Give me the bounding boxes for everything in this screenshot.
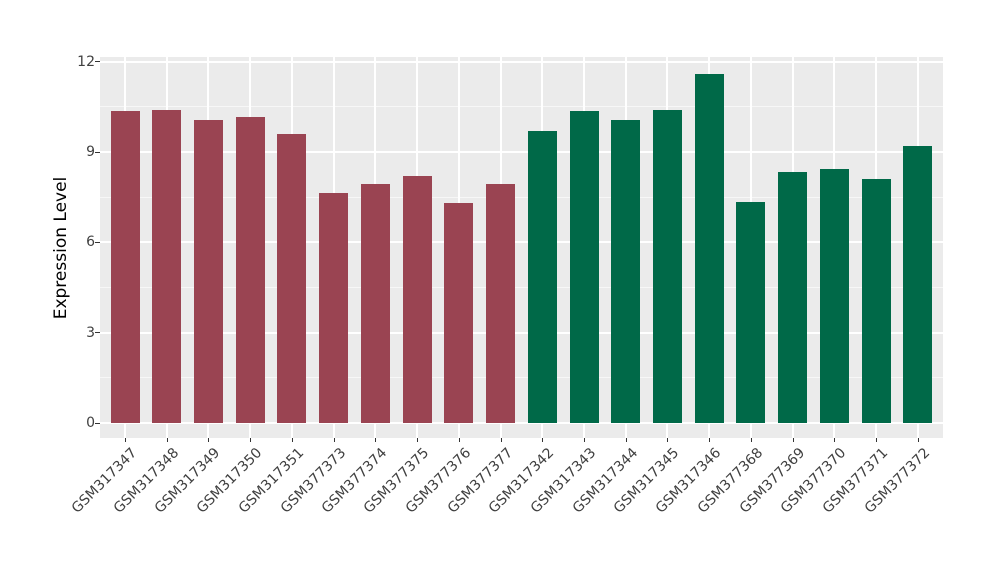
bar-GSM317351 [277, 134, 307, 423]
gridline-minor-y-4.5 [100, 287, 943, 289]
bar-GSM377368 [736, 201, 766, 423]
bar-GSM377376 [444, 203, 474, 423]
gridline-major-y-6 [100, 241, 943, 244]
x-tick-mark-GSM377376 [458, 438, 460, 442]
bar-GSM317344 [611, 120, 641, 423]
y-tick-label-9: 9 [86, 144, 95, 161]
gridline-major-y-9 [100, 151, 943, 154]
bar-GSM377373 [319, 192, 349, 423]
bar-GSM317350 [235, 117, 265, 423]
x-tick-mark-GSM377373 [333, 438, 335, 442]
bar-GSM377375 [402, 176, 432, 423]
y-tick-mark-12 [95, 61, 100, 63]
bar-GSM377369 [778, 171, 808, 423]
x-tick-mark-GSM317348 [166, 438, 168, 442]
x-tick-mark-GSM317347 [125, 438, 126, 442]
x-tick-mark-GSM317343 [584, 438, 586, 442]
y-tick-label-3: 3 [86, 324, 95, 341]
gridline-major-y-12 [100, 60, 943, 63]
x-tick-mark-GSM317350 [250, 438, 252, 442]
bar-GSM377372 [903, 146, 933, 423]
y-tick-mark-6 [95, 241, 100, 243]
x-tick-mark-GSM317351 [291, 438, 293, 442]
y-tick-mark-3 [95, 332, 100, 334]
gridline-major-y-0 [100, 422, 943, 424]
bar-GSM317348 [152, 109, 182, 423]
bar-GSM317347 [110, 111, 140, 423]
bar-GSM377371 [861, 179, 891, 423]
x-tick-mark-GSM377372 [917, 438, 919, 442]
x-tick-mark-GSM317346 [709, 438, 711, 442]
plot-panel [100, 57, 943, 438]
bar-GSM377374 [360, 183, 390, 423]
y-tick-label-0: 0 [86, 415, 95, 431]
x-tick-mark-GSM377370 [834, 438, 836, 442]
bar-GSM317349 [193, 120, 223, 423]
bar-GSM317345 [652, 109, 682, 423]
x-tick-mark-GSM377375 [417, 438, 419, 442]
y-tick-label-6: 6 [86, 234, 95, 251]
x-tick-mark-GSM317349 [208, 438, 210, 442]
x-tick-mark-GSM377369 [792, 438, 794, 442]
bar-GSM317342 [527, 131, 557, 423]
x-tick-mark-GSM317342 [542, 438, 544, 442]
bar-GSM317346 [694, 73, 724, 423]
gridline-minor-y-1.5 [100, 377, 943, 379]
gridline-minor-y-10.5 [100, 106, 943, 108]
y-tick-label-12: 12 [77, 53, 95, 70]
x-tick-mark-GSM317345 [667, 438, 669, 442]
x-tick-mark-GSM317344 [625, 438, 627, 442]
y-tick-mark-9 [95, 151, 100, 153]
x-tick-mark-GSM377377 [500, 438, 502, 442]
bar-GSM377370 [819, 168, 849, 423]
x-tick-mark-GSM377368 [750, 438, 752, 442]
x-tick-mark-GSM377371 [876, 438, 878, 442]
gridline-major-y-3 [100, 331, 943, 334]
bar-GSM377377 [486, 183, 516, 423]
bar-GSM317343 [569, 111, 599, 423]
x-tick-mark-GSM377374 [375, 438, 377, 442]
y-tick-mark-0 [95, 422, 100, 424]
gridline-minor-y-7.5 [100, 196, 943, 198]
